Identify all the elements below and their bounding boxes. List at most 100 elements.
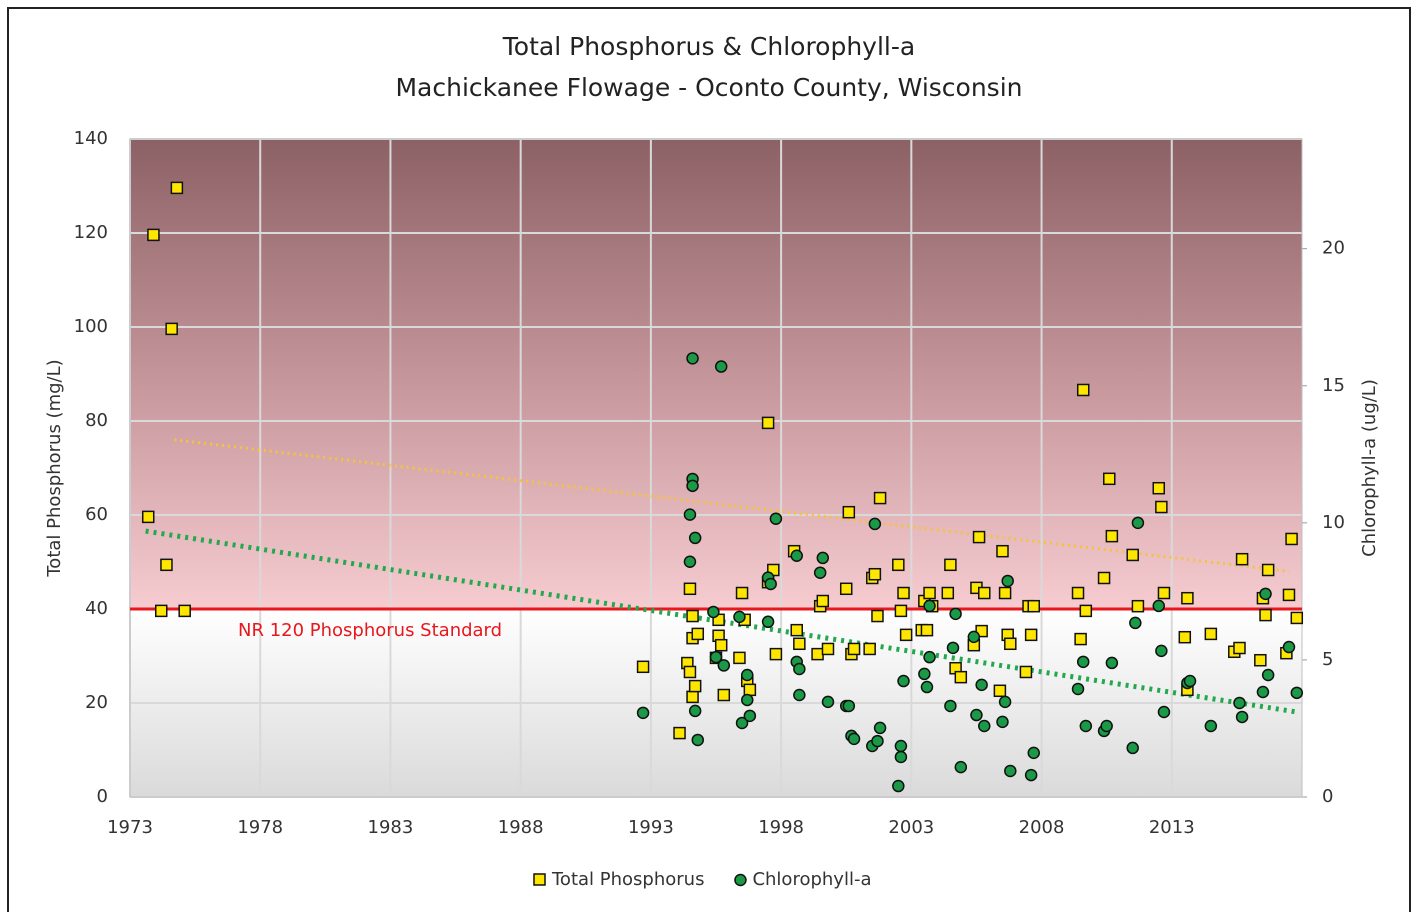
point: [847, 642, 861, 656]
point: [892, 558, 905, 572]
point: [717, 688, 731, 702]
point: [761, 615, 775, 629]
y2-tick-label: 10: [1322, 512, 1345, 533]
y-tick-label: 100: [74, 316, 108, 337]
legend-marker: [734, 873, 747, 887]
point: [691, 733, 705, 747]
point: [1105, 529, 1119, 543]
point: [686, 690, 699, 704]
point: [707, 605, 720, 619]
point: [1024, 768, 1038, 782]
point: [1254, 653, 1267, 667]
point: [897, 586, 910, 600]
point: [1076, 383, 1090, 397]
point: [923, 586, 936, 600]
x-tick-label: 2008: [1019, 817, 1065, 838]
legend-label: Chlorophyll-a: [752, 869, 871, 890]
point: [790, 549, 803, 562]
y-tick-label: 20: [85, 692, 108, 713]
point: [733, 610, 746, 624]
point: [743, 709, 757, 723]
point: [769, 647, 783, 661]
point: [1126, 548, 1139, 562]
x-tick-label: 1978: [237, 817, 283, 838]
point: [683, 508, 697, 521]
point: [821, 695, 835, 709]
point: [1004, 764, 1017, 778]
point: [813, 566, 827, 579]
point: [1183, 674, 1197, 688]
point: [688, 679, 702, 693]
point: [842, 699, 856, 713]
point: [709, 650, 723, 664]
point: [1282, 640, 1296, 654]
point: [636, 660, 650, 674]
point: [816, 594, 830, 608]
point: [155, 604, 168, 618]
point: [946, 641, 960, 655]
point: [686, 609, 699, 623]
point: [975, 678, 988, 692]
point: [793, 688, 806, 702]
point: [141, 510, 155, 524]
point: [793, 637, 806, 651]
point: [941, 586, 955, 600]
point: [970, 708, 983, 722]
point: [1126, 741, 1139, 755]
point: [839, 582, 853, 596]
legend-marker: [533, 873, 546, 886]
y-tick-label: 0: [97, 786, 108, 807]
background-above: [130, 139, 1302, 609]
point: [733, 651, 746, 665]
point: [714, 638, 728, 652]
point: [147, 228, 160, 242]
point: [816, 551, 830, 565]
point: [688, 531, 702, 545]
point: [847, 732, 861, 746]
x-tick-label: 1998: [758, 817, 804, 838]
point: [1001, 574, 1014, 588]
point: [944, 558, 957, 572]
point: [811, 647, 824, 661]
point: [1155, 644, 1168, 658]
point: [1071, 682, 1085, 696]
y2-axis-label: Chlorophyll-a (ug/L): [1359, 379, 1380, 557]
y2-tick-label: 15: [1322, 375, 1345, 396]
x-tick-label: 1973: [107, 817, 153, 838]
point: [920, 623, 934, 637]
point: [160, 558, 173, 572]
reference-label: NR 120 Phosphorus Standard: [238, 620, 502, 641]
point: [954, 760, 968, 774]
x-tick-label: 2003: [888, 817, 934, 838]
y-tick-label: 40: [85, 598, 108, 619]
point: [178, 604, 191, 618]
point: [897, 674, 910, 688]
point: [790, 623, 803, 637]
point: [683, 665, 697, 679]
x-tick-label: 1988: [498, 817, 544, 838]
point: [1155, 500, 1168, 514]
trendline: [145, 528, 1298, 715]
y-tick-label: 140: [74, 128, 108, 149]
point: [1097, 571, 1111, 585]
point: [1235, 552, 1249, 566]
x-tick-label: 2013: [1149, 817, 1195, 838]
point: [949, 607, 962, 621]
point: [1157, 586, 1171, 600]
point: [1233, 696, 1246, 710]
point: [1261, 563, 1275, 577]
point: [1282, 588, 1296, 602]
point: [873, 491, 887, 505]
point: [1027, 599, 1040, 613]
plot-border: [129, 138, 1303, 798]
point: [1290, 686, 1304, 700]
point: [868, 517, 882, 531]
y-axis-label: Total Phosphorus (mg/L): [44, 359, 65, 577]
point: [683, 582, 697, 596]
point: [688, 704, 702, 718]
point: [868, 567, 882, 581]
point: [1157, 705, 1171, 719]
y-tick-label: 60: [85, 504, 108, 525]
point: [1100, 719, 1113, 733]
point: [1259, 587, 1272, 601]
